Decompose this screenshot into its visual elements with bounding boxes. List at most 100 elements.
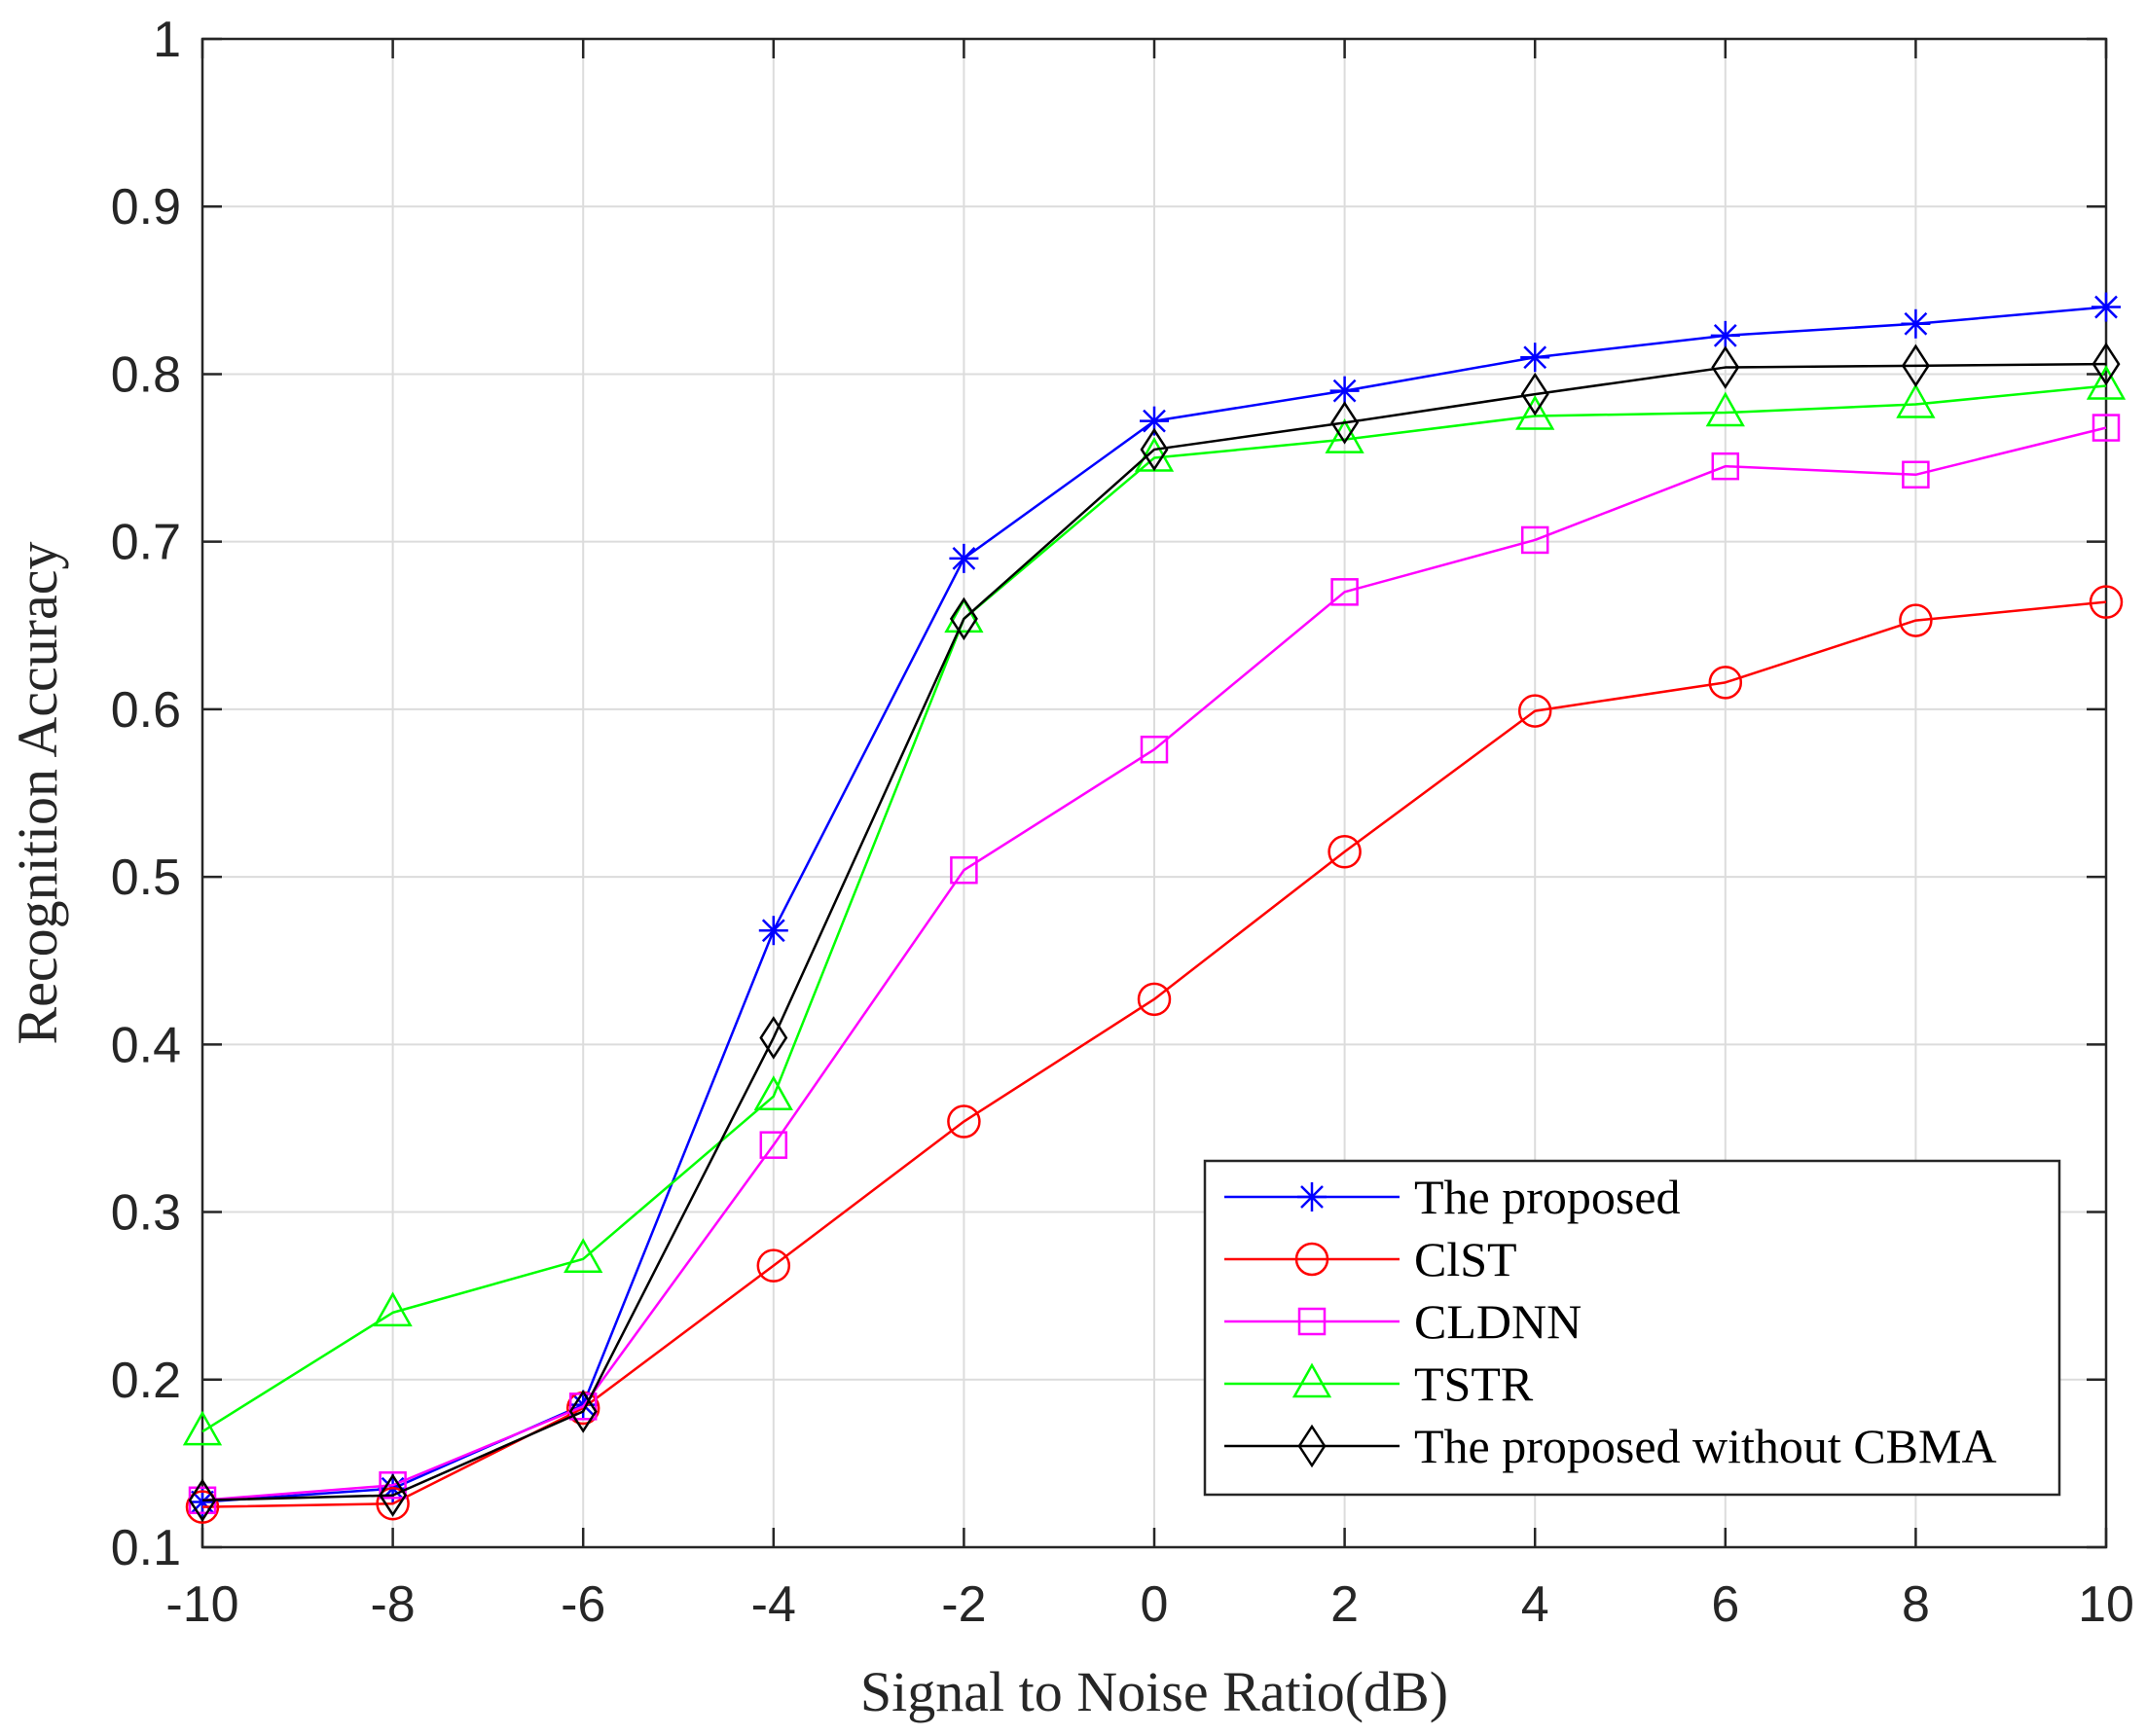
data-point xyxy=(1901,344,1930,388)
y-tick-label: 0.9 xyxy=(111,179,181,235)
data-point xyxy=(185,1490,220,1524)
series-line xyxy=(201,426,2107,1502)
data-point xyxy=(1330,578,1359,606)
x-tick-label: -4 xyxy=(751,1576,796,1633)
x-tick-label: -6 xyxy=(561,1576,605,1633)
data-point xyxy=(1517,694,1552,728)
legend-label: The proposed xyxy=(1414,1170,1681,1224)
asterisk-stroke xyxy=(1904,311,1928,336)
y-tick-label: 0.2 xyxy=(111,1353,181,1409)
legend-item: The proposed without CBMA xyxy=(1224,1419,1997,1473)
data-point xyxy=(1899,603,1933,637)
data-point xyxy=(949,543,979,573)
data-point xyxy=(2089,585,2124,619)
x-tick-label: -8 xyxy=(370,1576,415,1633)
data-point xyxy=(1140,427,1169,472)
y-tick-label: 0.5 xyxy=(111,850,181,906)
data-point xyxy=(1297,1424,1327,1468)
data-point xyxy=(1901,308,1931,339)
data-point xyxy=(376,1486,410,1521)
data-point xyxy=(1140,406,1169,436)
legend-label: The proposed without CBMA xyxy=(1414,1419,1997,1473)
data-point xyxy=(759,1131,788,1159)
y-tick-label: 0.7 xyxy=(111,515,181,571)
data-point xyxy=(564,1238,603,1274)
data-point xyxy=(1297,1307,1327,1336)
axis-ticks xyxy=(200,37,2108,1549)
asterisk-stroke xyxy=(1300,1185,1324,1209)
y-tick-label: 0.8 xyxy=(111,346,181,403)
x-tick-label: 10 xyxy=(2078,1576,2134,1633)
y-tick-label: 1 xyxy=(153,12,181,68)
legend-item: CLDNN xyxy=(1224,1294,1582,1349)
x-tick-label: 6 xyxy=(1711,1576,1739,1633)
data-point xyxy=(568,1390,598,1433)
x-tick-label: 4 xyxy=(1521,1576,1549,1633)
data-point xyxy=(1520,525,1549,555)
x-axis-title: Signal to Noise Ratio(dB) xyxy=(860,1660,1448,1723)
series-line xyxy=(201,362,2107,1502)
y-tick-label: 0.4 xyxy=(111,1017,181,1073)
asterisk-stroke xyxy=(1143,409,1166,433)
y-axis-title: Recognition Accuracy xyxy=(6,542,69,1045)
data-point xyxy=(1520,343,1550,373)
data-point xyxy=(1902,460,1930,489)
data-point xyxy=(1297,1182,1327,1212)
legend-box xyxy=(1203,1159,2061,1497)
x-tick-label: 8 xyxy=(1902,1576,1930,1633)
data-point xyxy=(947,1104,981,1139)
data-point xyxy=(2091,414,2121,442)
asterisk-stroke xyxy=(2094,295,2118,319)
data-point xyxy=(944,597,984,633)
series-layer xyxy=(182,292,2127,1524)
asterisk-stroke xyxy=(1713,323,1737,347)
x-tick-label: 2 xyxy=(1330,1576,1359,1633)
data-point xyxy=(1291,1362,1332,1398)
data-point xyxy=(1705,391,1745,427)
data-point xyxy=(1137,982,1172,1017)
legend: The proposed ClST CLDNN TSTR The proposed wi… xyxy=(1203,1159,2061,1497)
data-point xyxy=(1711,452,1740,481)
data-point xyxy=(1140,735,1169,764)
series-tstr xyxy=(182,364,2127,1446)
asterisk-stroke xyxy=(1523,345,1547,370)
y-tick-labels: 0.1 0.2 0.3 0.4 0.5 0.6 0.7 0.8 0.9 1 xyxy=(111,12,181,1576)
data-point xyxy=(756,1248,791,1283)
data-point xyxy=(758,916,788,946)
data-point xyxy=(1328,835,1362,869)
legend-item: TSTR xyxy=(1224,1356,1534,1411)
data-point xyxy=(759,1016,788,1060)
legend-label: TSTR xyxy=(1414,1356,1534,1411)
x-tick-label: 0 xyxy=(1141,1576,1169,1633)
data-point xyxy=(1330,401,1360,445)
y-tick-label: 0.3 xyxy=(111,1185,181,1242)
asterisk-stroke xyxy=(1332,379,1357,403)
legend-label: ClST xyxy=(1414,1232,1517,1286)
data-point xyxy=(1294,1242,1329,1277)
y-tick-label: 0.6 xyxy=(111,682,181,739)
data-point xyxy=(373,1291,413,1327)
x-tick-labels: -10 -8 -6 -4 -2 0 2 4 6 8 10 xyxy=(165,1576,2134,1633)
data-point xyxy=(1520,372,1549,416)
series-the-proposed xyxy=(188,292,2121,1517)
data-point xyxy=(188,1478,217,1523)
data-point xyxy=(1710,320,1740,350)
data-point xyxy=(949,597,978,641)
data-point xyxy=(1515,394,1555,430)
asterisk-stroke xyxy=(761,919,785,943)
legend-item: The proposed xyxy=(1224,1170,1681,1224)
data-point xyxy=(1896,382,1936,418)
legend-label: CLDNN xyxy=(1414,1294,1582,1349)
data-point xyxy=(182,1410,223,1446)
data-point xyxy=(2086,364,2127,400)
data-point xyxy=(950,855,978,885)
data-point xyxy=(379,1471,407,1500)
data-point xyxy=(1711,345,1740,389)
data-point xyxy=(1329,376,1360,406)
asterisk-stroke xyxy=(952,547,976,570)
data-point xyxy=(379,1473,408,1517)
data-point xyxy=(2091,342,2121,386)
data-point xyxy=(1325,418,1364,453)
y-tick-label: 0.1 xyxy=(111,1520,181,1576)
